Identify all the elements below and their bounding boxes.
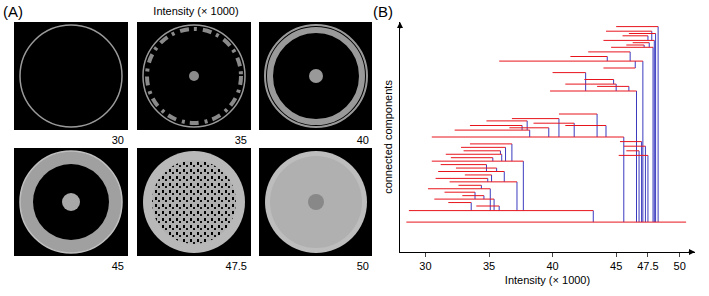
svg-text:Intensity (× 1000): Intensity (× 1000) <box>153 5 238 17</box>
svg-text:35: 35 <box>235 134 247 146</box>
svg-text:40: 40 <box>357 134 369 146</box>
svg-text:35: 35 <box>483 260 495 272</box>
svg-text:47.5: 47.5 <box>637 260 658 272</box>
svg-text:(A): (A) <box>3 3 23 20</box>
svg-text:50: 50 <box>357 260 369 272</box>
svg-text:40: 40 <box>546 260 558 272</box>
svg-text:connected components: connected components <box>382 80 394 194</box>
svg-text:(B): (B) <box>373 3 393 20</box>
svg-text:45: 45 <box>610 260 622 272</box>
svg-text:30: 30 <box>112 134 124 146</box>
svg-text:50: 50 <box>674 260 686 272</box>
svg-text:45: 45 <box>112 260 124 272</box>
svg-text:Intensity (× 1000): Intensity (× 1000) <box>505 274 590 286</box>
svg-text:30: 30 <box>419 260 431 272</box>
svg-text:47.5: 47.5 <box>226 260 247 272</box>
